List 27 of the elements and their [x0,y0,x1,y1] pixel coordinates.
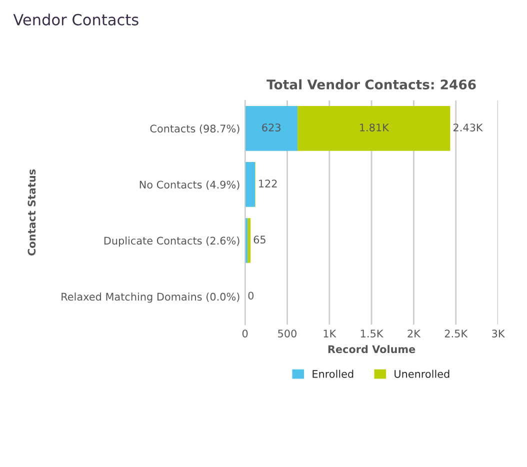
bar [248,218,251,263]
y-tick-label: Relaxed Matching Domains (0.0%) [62,292,240,303]
bar [298,106,450,151]
y-tick-label: Duplicate Contacts (2.6%) [104,236,240,247]
chart-subtitle: Total Vendor Contacts: 2466 [266,79,476,90]
text: Vendor Contacts [13,14,138,26]
x-tick-label: 1K [324,330,336,338]
y-tick-label: Contacts (98.7%) [150,124,240,134]
bar [245,162,256,207]
x-tick-label: 0 [242,330,248,338]
x-tick-label: 1.5K [360,330,384,338]
y-tick-label: No Contacts (4.9%) [140,180,240,190]
legend-label: Unenrolled [394,370,450,378]
total-label: 65 [254,236,266,244]
bar [245,106,298,151]
data-label: 1.81K [360,124,390,132]
x-tick-label: 500 [278,330,296,338]
x-tick-label: 3K [492,330,505,338]
total-label: 122 [259,180,277,188]
x-axis-title: Record Volume [328,345,416,354]
total-label: 0 [248,292,254,300]
y-axis-title: Contact Status [28,169,36,256]
total-label: 2.43K [454,124,483,132]
data-label: 623 [262,124,280,132]
x-tick-label: 2.5K [444,330,468,338]
x-tick-label: 2K [408,330,421,338]
legend-label: Enrolled [312,370,354,378]
